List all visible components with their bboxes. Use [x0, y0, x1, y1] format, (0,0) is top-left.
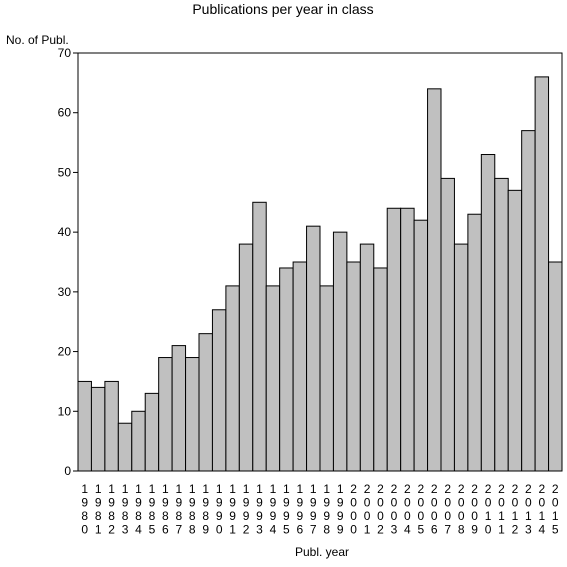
bar-1997: [306, 225, 321, 472]
y-ticks-layer: 0 10 20 30 40 50 60 70: [58, 46, 78, 478]
bar-1995: [279, 267, 294, 472]
x-ticks-layer: 1 9 8 0 1 9 8 1 1 9 8 2 1 9 8 3 1 9 8 4 1 9 8 5 1 9 8 6 1 9 8 7 1 9 8 8 1 9 8 9…: [81, 482, 559, 537]
bar-1984: [131, 410, 146, 472]
bar-2015: [548, 261, 563, 472]
y-tick-label: 50: [58, 165, 72, 179]
chart-title: Publications per year in class: [192, 1, 373, 17]
bar-2006: [427, 88, 442, 472]
bar-1998: [319, 285, 334, 472]
bar-2000: [346, 261, 361, 472]
y-tick-label: 0: [64, 464, 71, 478]
y-axis-label: No. of Publ.: [6, 33, 69, 47]
bar-2014: [534, 76, 550, 472]
bar-2007: [440, 177, 455, 472]
bar-1991: [225, 285, 240, 472]
y-tick-label: 30: [58, 285, 72, 299]
bar-2013: [521, 130, 536, 472]
bar-2009: [467, 213, 482, 472]
bar-2002: [373, 267, 388, 472]
bar-1988: [185, 357, 200, 472]
y-tick-label: 60: [58, 106, 72, 120]
y-tick-label: 20: [58, 345, 72, 359]
bar-1981: [90, 386, 106, 472]
plot-frame: [77, 52, 563, 472]
bar-1987: [171, 345, 187, 472]
bar-1996: [292, 261, 308, 472]
bar-1982: [104, 380, 119, 472]
bar-1994: [265, 285, 281, 472]
bars-layer: [77, 76, 563, 472]
bar-1989: [198, 333, 213, 472]
x-axis-label: Publ. year: [295, 545, 349, 559]
bar-1980: [77, 380, 92, 472]
bar-2011: [494, 177, 509, 472]
bar-2003: [386, 207, 402, 472]
bar-2005: [413, 219, 429, 472]
y-tick-label: 70: [58, 46, 72, 60]
bar-2008: [453, 243, 469, 472]
bar-1999: [332, 231, 348, 472]
bar-2012: [507, 189, 523, 472]
bar-2010: [480, 154, 496, 472]
y-tick-label: 10: [58, 404, 72, 418]
bar-1993: [252, 201, 267, 472]
bar-1986: [158, 357, 173, 472]
bar-1992: [238, 243, 254, 472]
bar-1990: [211, 309, 227, 472]
bar-1983: [117, 422, 133, 472]
bar-1985: [144, 392, 160, 472]
bar-2001: [359, 243, 375, 472]
y-tick-label: 40: [58, 225, 72, 239]
bar-2004: [400, 207, 415, 472]
